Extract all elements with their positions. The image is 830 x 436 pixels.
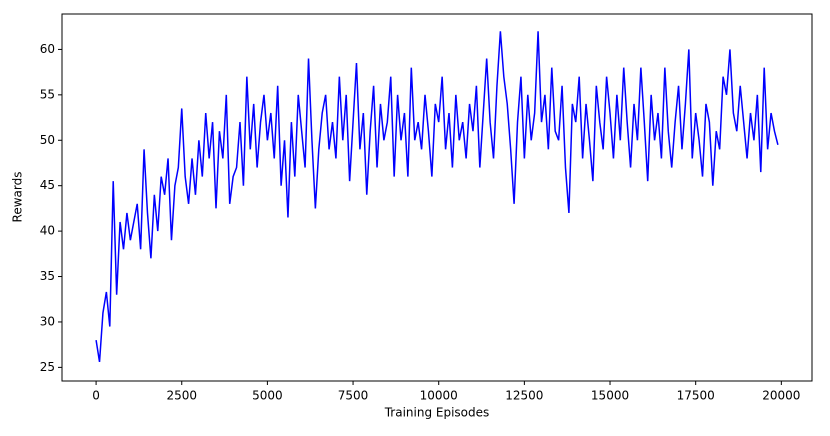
y-tick-label: 55	[40, 87, 55, 101]
y-tick-label: 60	[40, 42, 55, 56]
x-axis-label: Training Episodes	[384, 406, 490, 420]
x-tick-label: 20000	[762, 389, 800, 403]
x-tick-label: 17500	[677, 389, 715, 403]
x-tick-label: 2500	[166, 389, 197, 403]
y-axis-label: Rewards	[11, 172, 25, 223]
x-tick-label: 15000	[591, 389, 629, 403]
x-tick-label: 12500	[505, 389, 543, 403]
reward-line	[95, 31, 779, 363]
x-tick-label: 7500	[338, 389, 369, 403]
y-tick-label: 45	[40, 178, 55, 192]
y-tick-label: 35	[40, 269, 55, 283]
y-tick-label: 30	[40, 314, 55, 328]
y-tick-label: 50	[40, 133, 55, 147]
x-tick-label: 5000	[252, 389, 283, 403]
plot-frame	[61, 13, 813, 382]
x-tick-label: 0	[92, 389, 100, 403]
y-tick-label: 40	[40, 224, 55, 238]
y-tick-label: 25	[40, 360, 55, 374]
x-tick-label: 10000	[420, 389, 458, 403]
